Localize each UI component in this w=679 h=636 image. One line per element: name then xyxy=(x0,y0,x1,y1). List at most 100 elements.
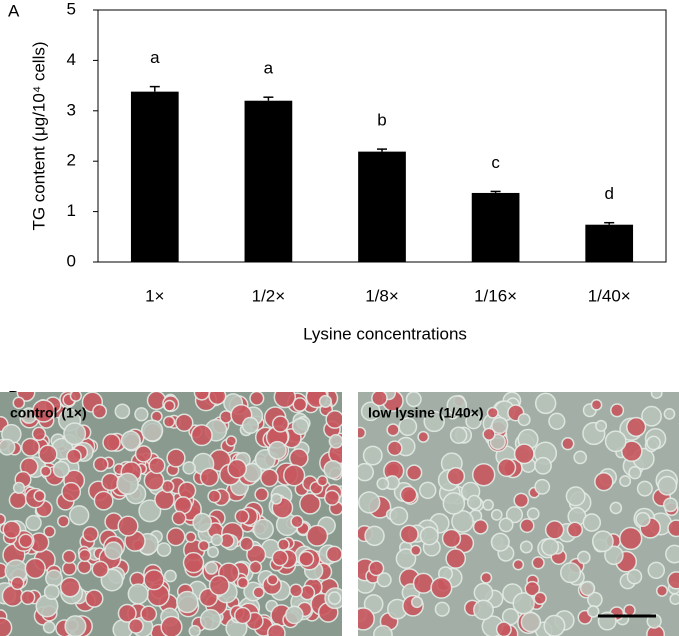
cell xyxy=(318,394,332,408)
cell xyxy=(358,426,367,439)
cell xyxy=(548,412,566,430)
cell xyxy=(480,571,493,584)
cell xyxy=(104,541,123,561)
cell xyxy=(31,426,47,442)
cell xyxy=(582,513,602,532)
cell xyxy=(498,517,514,533)
cell xyxy=(395,548,417,569)
cell xyxy=(116,472,139,496)
cell xyxy=(358,607,375,631)
cell xyxy=(446,395,468,416)
cell xyxy=(10,576,25,591)
cell xyxy=(120,430,141,451)
cell xyxy=(591,530,614,553)
cell xyxy=(323,489,341,506)
y-axis-label: TG content (μg/10⁴ cells) xyxy=(29,41,48,230)
cell xyxy=(389,506,409,526)
cell xyxy=(241,416,260,435)
cell xyxy=(501,607,520,626)
cell xyxy=(290,514,304,529)
cell xyxy=(292,397,308,412)
cell xyxy=(69,392,82,402)
image-label: control (1×) xyxy=(10,405,87,421)
cell xyxy=(533,591,547,606)
significance-letter: a xyxy=(264,59,274,78)
cell xyxy=(442,492,466,515)
image-label: low lysine (1/40×) xyxy=(368,405,484,421)
cell xyxy=(386,440,403,457)
significance-letter: a xyxy=(150,48,160,67)
cell xyxy=(199,608,222,631)
cell xyxy=(166,527,186,547)
cell xyxy=(234,508,250,524)
cell xyxy=(134,445,153,463)
cell xyxy=(512,592,535,615)
cell xyxy=(227,458,248,479)
cell xyxy=(358,462,375,482)
cell xyxy=(20,589,36,606)
cell xyxy=(233,606,252,625)
cell xyxy=(163,399,176,412)
cell xyxy=(143,569,165,591)
bar xyxy=(585,224,634,262)
cell xyxy=(486,406,499,419)
bar xyxy=(244,100,293,262)
cell xyxy=(117,603,137,623)
cell xyxy=(471,463,496,487)
cell xyxy=(669,593,679,606)
cell xyxy=(84,589,104,608)
cell xyxy=(328,434,342,449)
cell xyxy=(665,544,679,564)
cell xyxy=(128,618,144,634)
cell xyxy=(127,583,149,605)
cell xyxy=(520,611,542,633)
cell xyxy=(595,419,608,432)
cell xyxy=(18,533,34,549)
cell xyxy=(495,621,512,636)
x-tick-label: 1/8× xyxy=(365,286,399,305)
cell xyxy=(20,437,41,457)
cell xyxy=(192,512,213,533)
cell xyxy=(273,392,297,409)
cell xyxy=(92,403,108,419)
cell xyxy=(541,537,560,557)
cell xyxy=(376,572,392,588)
cell xyxy=(505,506,524,524)
cell xyxy=(8,490,28,510)
cell xyxy=(141,419,164,442)
cell xyxy=(225,435,238,447)
cell xyxy=(138,499,162,523)
cell xyxy=(76,559,92,575)
cell xyxy=(430,576,453,599)
cell xyxy=(140,605,158,623)
cell xyxy=(59,576,81,598)
significance-letter: b xyxy=(377,111,386,130)
cell xyxy=(590,398,603,411)
cell xyxy=(188,624,201,636)
cell xyxy=(663,497,678,513)
cell xyxy=(497,457,517,478)
cell xyxy=(43,583,60,601)
cell xyxy=(373,624,393,636)
cell xyxy=(68,505,90,526)
cell xyxy=(604,545,624,566)
cell xyxy=(277,538,290,551)
cell xyxy=(449,426,468,444)
cell xyxy=(579,580,596,597)
cell xyxy=(412,572,435,594)
cell xyxy=(565,486,586,507)
cell xyxy=(160,615,183,636)
cell xyxy=(434,601,450,617)
x-tick-label: 1× xyxy=(145,286,164,305)
cell xyxy=(646,613,662,629)
cell xyxy=(266,623,286,636)
cell xyxy=(524,580,541,597)
cell xyxy=(586,605,600,618)
cell xyxy=(363,594,384,614)
cell xyxy=(299,492,321,515)
cell xyxy=(534,478,551,495)
cell xyxy=(618,526,643,551)
cell xyxy=(260,468,279,488)
cell xyxy=(306,524,329,547)
